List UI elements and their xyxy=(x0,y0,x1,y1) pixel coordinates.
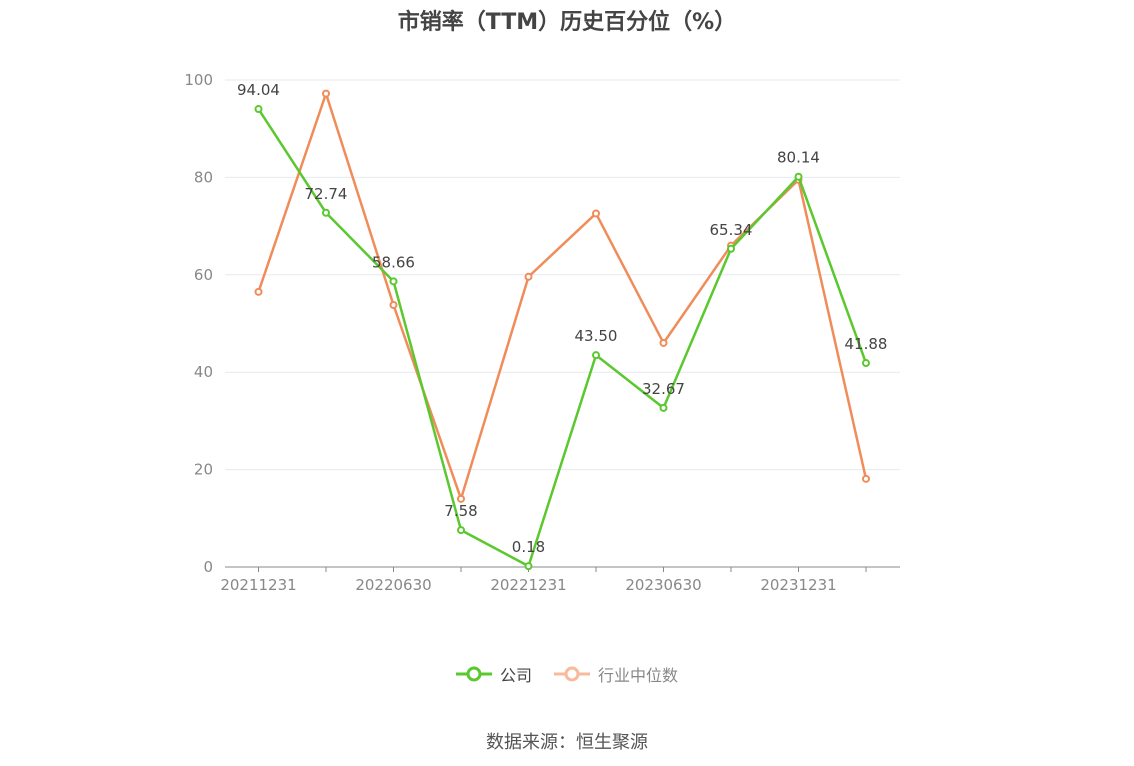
series-layer xyxy=(254,89,870,571)
data-label-company-20220630: 58.66 xyxy=(372,253,415,271)
data-label-company-20221231: 0.18 xyxy=(512,538,545,556)
data-label-company-20230930: 65.34 xyxy=(710,221,753,239)
x-tick-label-20211231: 20211231 xyxy=(220,576,296,594)
data-label-company-20230630: 32.67 xyxy=(642,380,685,398)
legend-industry-label: 行业中位数 xyxy=(598,666,679,685)
source-note: 数据来源：恒生聚源 xyxy=(486,732,648,753)
point-company-20220930 xyxy=(457,526,465,535)
point-industry-20220930 xyxy=(457,494,465,503)
point-industry-20221231 xyxy=(524,272,533,281)
legend-company-label: 公司 xyxy=(499,666,532,685)
grid-lines xyxy=(225,79,900,471)
point-company-20211231 xyxy=(254,105,263,114)
data-label-company-20220331: 72.74 xyxy=(305,185,348,203)
point-company-20221231 xyxy=(524,562,533,571)
y-tick-label-20: 20 xyxy=(194,461,213,479)
point-company-20220630 xyxy=(389,277,398,286)
data-label-company-20231231: 80.14 xyxy=(777,149,820,167)
point-industry-20220331 xyxy=(322,89,330,98)
series-line-industry xyxy=(257,92,868,501)
point-company-20240331 xyxy=(862,359,870,368)
data-label-company-20220930: 7.58 xyxy=(444,502,477,520)
y-tick-label-100: 100 xyxy=(184,71,213,89)
data-labels: 94.04 72.74 58.66 7.58 0.18 43.50 32.67 65.34 80… xyxy=(237,81,887,556)
x-tick-label-20221231: 20221231 xyxy=(490,576,566,594)
point-industry-20220630 xyxy=(389,300,398,309)
data-label-company-20211231: 94.04 xyxy=(237,81,280,99)
point-industry-20230630 xyxy=(659,338,668,347)
chart-title: 市销率（TTM）历史百分位（%） xyxy=(397,10,737,35)
point-company-20230930 xyxy=(727,244,735,253)
y-tick-label-0: 0 xyxy=(203,558,213,576)
legend: 公司 行业中位数 xyxy=(0,662,1134,686)
point-industry-20240331 xyxy=(862,474,870,483)
y-tick-label-60: 60 xyxy=(194,266,213,284)
data-label-company-20240331: 41.88 xyxy=(845,335,888,353)
legend-item-industry[interactable]: 行业中位数 xyxy=(554,662,678,686)
x-tick-label-20230630: 20230630 xyxy=(625,576,701,594)
legend-item-company[interactable]: 公司 xyxy=(455,662,532,686)
y-tick-label-80: 80 xyxy=(194,168,213,186)
point-company-20220331 xyxy=(322,208,330,217)
axes: 0 20 40 60 80 100 20211231 20220630 20221231 2023… xyxy=(184,71,900,594)
point-company-20230630 xyxy=(659,403,668,412)
series-line-company xyxy=(257,108,868,568)
legend-company-marker xyxy=(455,666,492,682)
x-tick-label-20231231: 20231231 xyxy=(760,576,836,594)
y-tick-label-40: 40 xyxy=(194,363,213,381)
data-label-company-20230331: 43.50 xyxy=(575,327,618,345)
x-tick-label-20220630: 20220630 xyxy=(355,576,431,594)
point-industry-20230331 xyxy=(592,209,600,218)
legend-industry-marker xyxy=(554,666,590,682)
point-company-20231231 xyxy=(794,172,803,181)
point-company-20230331 xyxy=(592,351,600,360)
point-industry-20211231 xyxy=(254,287,263,296)
